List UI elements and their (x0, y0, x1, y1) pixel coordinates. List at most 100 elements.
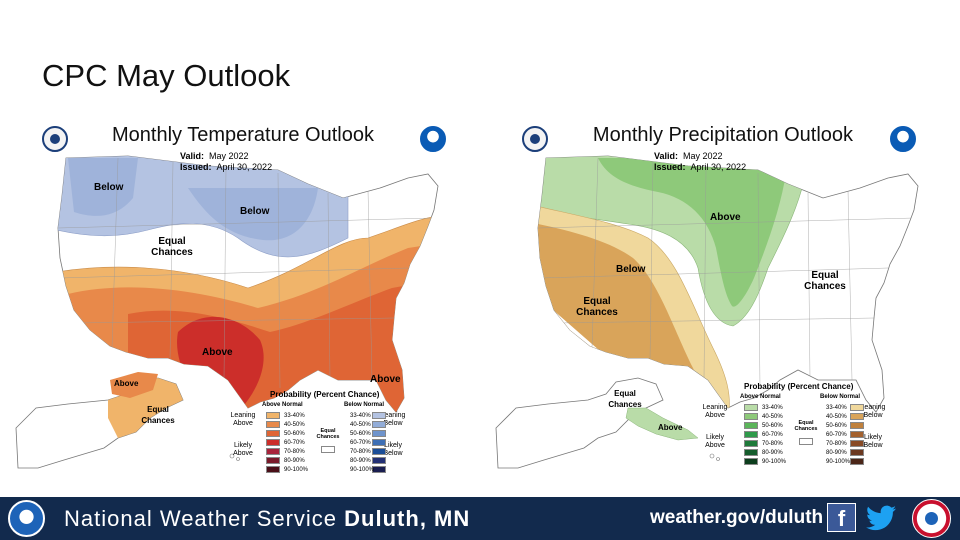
legend-likely-above: Likely Above (705, 434, 725, 449)
legend-range-label: 90-100% (826, 459, 851, 465)
legend-swatch (372, 430, 386, 437)
twitter-icon[interactable] (866, 504, 896, 532)
legend-range-label: 70-80% (762, 441, 783, 447)
legend-leaning-below: Leaning Below (860, 404, 886, 419)
region-label-above-se: Above (370, 374, 401, 385)
temperature-outlook-map (15, 155, 439, 469)
legend-range-label: 80-90% (350, 458, 371, 464)
legend-swatch (850, 440, 864, 447)
legend-swatch (372, 457, 386, 464)
valid-label: Valid: (180, 151, 205, 161)
issued-value: April 30, 2022 (216, 162, 273, 172)
page-title: CPC May Outlook (42, 58, 291, 93)
legend-swatch (744, 413, 758, 420)
organization-name: National Weather Service Duluth, MN (64, 506, 470, 532)
region-label-above-alaska: Above (658, 423, 683, 432)
region-label-equal-chances-alaska: Equal Chances (141, 405, 175, 425)
legend-range-label: 40-50% (350, 422, 371, 428)
legend-swatch (266, 457, 280, 464)
legend-range-label: 50-60% (826, 423, 847, 429)
legend-leaning-above: Leaning Above (702, 404, 728, 419)
precipitation-outlook-map (495, 155, 919, 469)
legend-swatch (372, 412, 386, 419)
legend-range-label: 80-90% (284, 458, 305, 464)
legend-swatch (744, 404, 758, 411)
organization-office: Duluth, MN (344, 506, 471, 531)
weather-ready-nation-icon (912, 499, 951, 538)
valid-value: May 2022 (209, 151, 249, 161)
noaa-logo (420, 126, 446, 152)
region-label-above-south: Above (202, 347, 233, 358)
issued-label: Issued: (180, 162, 212, 172)
region-label-equal-chances: Equal Chances (151, 236, 193, 258)
precipitation-legend: Probability (Percent Chance) Above Norma… (700, 382, 890, 472)
temperature-outlook-panel: Monthly Temperature Outlook Valid: May 2… (8, 118, 478, 490)
legend-range-label: 90-100% (350, 467, 375, 473)
legend-swatch (744, 449, 758, 456)
legend-range-label: 50-60% (350, 431, 371, 437)
legend-range-label: 80-90% (762, 450, 783, 456)
legend-below-normal-heading: Below Normal (820, 394, 861, 400)
legend-title: Probability (Percent Chance) (270, 390, 380, 399)
legend-range-label: 33-40% (762, 405, 783, 411)
legend-range-label: 90-100% (284, 467, 309, 473)
legend-equal-chances-swatch (321, 446, 335, 453)
legend-range-label: 33-40% (826, 405, 847, 411)
legend-swatch (266, 421, 280, 428)
issued-label: Issued: (654, 162, 686, 172)
legend-swatch (744, 422, 758, 429)
legend-swatch (850, 458, 864, 465)
doc-logo (522, 126, 548, 152)
temperature-valid-issued: Valid: May 2022 Issued: April 30, 2022 (180, 151, 272, 173)
legend-likely-below: Likely Below (383, 442, 403, 457)
noaa-logo (890, 126, 916, 152)
region-label-equal-chances-west: Equal Chances (576, 296, 618, 318)
legend-range-label: 90-100% (762, 459, 787, 465)
legend-swatch (850, 404, 864, 411)
valid-value: May 2022 (683, 151, 723, 161)
region-label-equal-chances-alaska: Equal Chances (608, 389, 642, 409)
legend-range-label: 40-50% (826, 414, 847, 420)
legend-swatch (372, 448, 386, 455)
legend-range-label: 33-40% (284, 413, 305, 419)
legend-range-label: 80-90% (826, 450, 847, 456)
legend-swatch (372, 466, 386, 473)
legend-swatch (266, 448, 280, 455)
legend-swatch (266, 430, 280, 437)
legend-range-label: 50-60% (284, 431, 305, 437)
legend-swatch (850, 422, 864, 429)
region-label-above-alaska: Above (114, 379, 139, 388)
legend-range-label: 70-80% (350, 449, 371, 455)
legend-range-label: 60-70% (762, 432, 783, 438)
region-label-below-nw: Below (94, 182, 124, 193)
legend-range-label: 33-40% (350, 413, 371, 419)
legend-leaning-below: Leaning Below (380, 412, 406, 427)
legend-range-label: 60-70% (350, 440, 371, 446)
legend-swatch (744, 440, 758, 447)
precipitation-map-title: Monthly Precipitation Outlook (592, 124, 854, 146)
legend-swatch (744, 458, 758, 465)
legend-swatch (266, 439, 280, 446)
precipitation-outlook-panel: Monthly Precipitation Outlook Valid: May… (488, 118, 958, 490)
legend-range-label: 40-50% (284, 422, 305, 428)
legend-range-label: 50-60% (762, 423, 783, 429)
temperature-legend: Probability (Percent Chance) Above Norma… (226, 390, 406, 480)
region-label-below: Below (616, 264, 646, 275)
noaa-logo (8, 500, 45, 537)
legend-swatch (744, 431, 758, 438)
legend-swatch (850, 431, 864, 438)
website-link[interactable]: weather.gov/duluth (650, 507, 824, 528)
precipitation-valid-issued: Valid: May 2022 Issued: April 30, 2022 (654, 151, 746, 173)
region-label-equal-chances-east: Equal Chances (804, 270, 846, 292)
legend-swatch (372, 439, 386, 446)
legend-title: Probability (Percent Chance) (744, 382, 854, 391)
legend-equal-chances: Equal Chances (316, 428, 340, 440)
facebook-icon[interactable]: f (827, 503, 856, 532)
temperature-map-title: Monthly Temperature Outlook (112, 124, 374, 146)
legend-range-label: 70-80% (826, 441, 847, 447)
footer-bar: National Weather Service Duluth, MN weat… (0, 497, 960, 540)
legend-swatch (850, 449, 864, 456)
legend-leaning-above: Leaning Above (230, 412, 256, 427)
region-label-above: Above (710, 212, 741, 223)
legend-above-normal-heading: Above Normal (262, 402, 303, 408)
